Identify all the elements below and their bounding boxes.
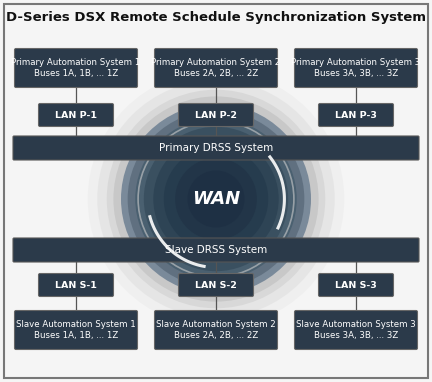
Ellipse shape [107, 90, 325, 308]
Ellipse shape [153, 136, 279, 262]
Text: LAN S-1: LAN S-1 [55, 280, 97, 290]
Ellipse shape [164, 147, 268, 251]
FancyBboxPatch shape [155, 49, 277, 87]
Text: Primary Automation System 3
Buses 3A, 3B, ... 3Z: Primary Automation System 3 Buses 3A, 3B… [291, 58, 421, 78]
Text: WAN: WAN [192, 190, 240, 208]
Ellipse shape [187, 170, 245, 228]
Ellipse shape [121, 104, 311, 294]
Text: Primary Automation System 1
Buses 1A, 1B, ... 1Z: Primary Automation System 1 Buses 1A, 1B… [11, 58, 141, 78]
Text: LAN P-2: LAN P-2 [195, 110, 237, 120]
Text: Slave Automation System 1
Buses 1A, 1B, ... 1Z: Slave Automation System 1 Buses 1A, 1B, … [16, 320, 136, 340]
FancyBboxPatch shape [318, 104, 394, 126]
FancyBboxPatch shape [15, 311, 137, 350]
FancyBboxPatch shape [155, 311, 277, 350]
Ellipse shape [175, 158, 257, 240]
Ellipse shape [97, 80, 335, 318]
Text: LAN S-3: LAN S-3 [335, 280, 377, 290]
Ellipse shape [88, 71, 344, 327]
Ellipse shape [144, 127, 288, 271]
FancyBboxPatch shape [13, 136, 419, 160]
Text: Slave Automation System 2
Buses 2A, 2B, ... 2Z: Slave Automation System 2 Buses 2A, 2B, … [156, 320, 276, 340]
FancyBboxPatch shape [295, 49, 417, 87]
Ellipse shape [113, 96, 319, 302]
Ellipse shape [135, 118, 297, 280]
FancyBboxPatch shape [318, 274, 394, 296]
Text: LAN P-1: LAN P-1 [55, 110, 97, 120]
Text: Primary Automation System 2
Buses 2A, 2B, ... 2Z: Primary Automation System 2 Buses 2A, 2B… [151, 58, 281, 78]
Text: Primary DRSS System: Primary DRSS System [159, 143, 273, 153]
Text: LAN P-3: LAN P-3 [335, 110, 377, 120]
Text: LAN S-2: LAN S-2 [195, 280, 237, 290]
FancyBboxPatch shape [178, 104, 254, 126]
Ellipse shape [127, 111, 305, 287]
Text: D-Series DSX Remote Schedule Synchronization System: D-Series DSX Remote Schedule Synchroniza… [6, 11, 426, 24]
FancyBboxPatch shape [13, 238, 419, 262]
FancyBboxPatch shape [38, 104, 114, 126]
FancyBboxPatch shape [178, 274, 254, 296]
FancyBboxPatch shape [295, 311, 417, 350]
FancyBboxPatch shape [15, 49, 137, 87]
Text: Slave DRSS System: Slave DRSS System [165, 245, 267, 255]
FancyBboxPatch shape [4, 4, 428, 378]
Text: Slave Automation System 3
Buses 3A, 3B, ... 3Z: Slave Automation System 3 Buses 3A, 3B, … [296, 320, 416, 340]
FancyBboxPatch shape [38, 274, 114, 296]
